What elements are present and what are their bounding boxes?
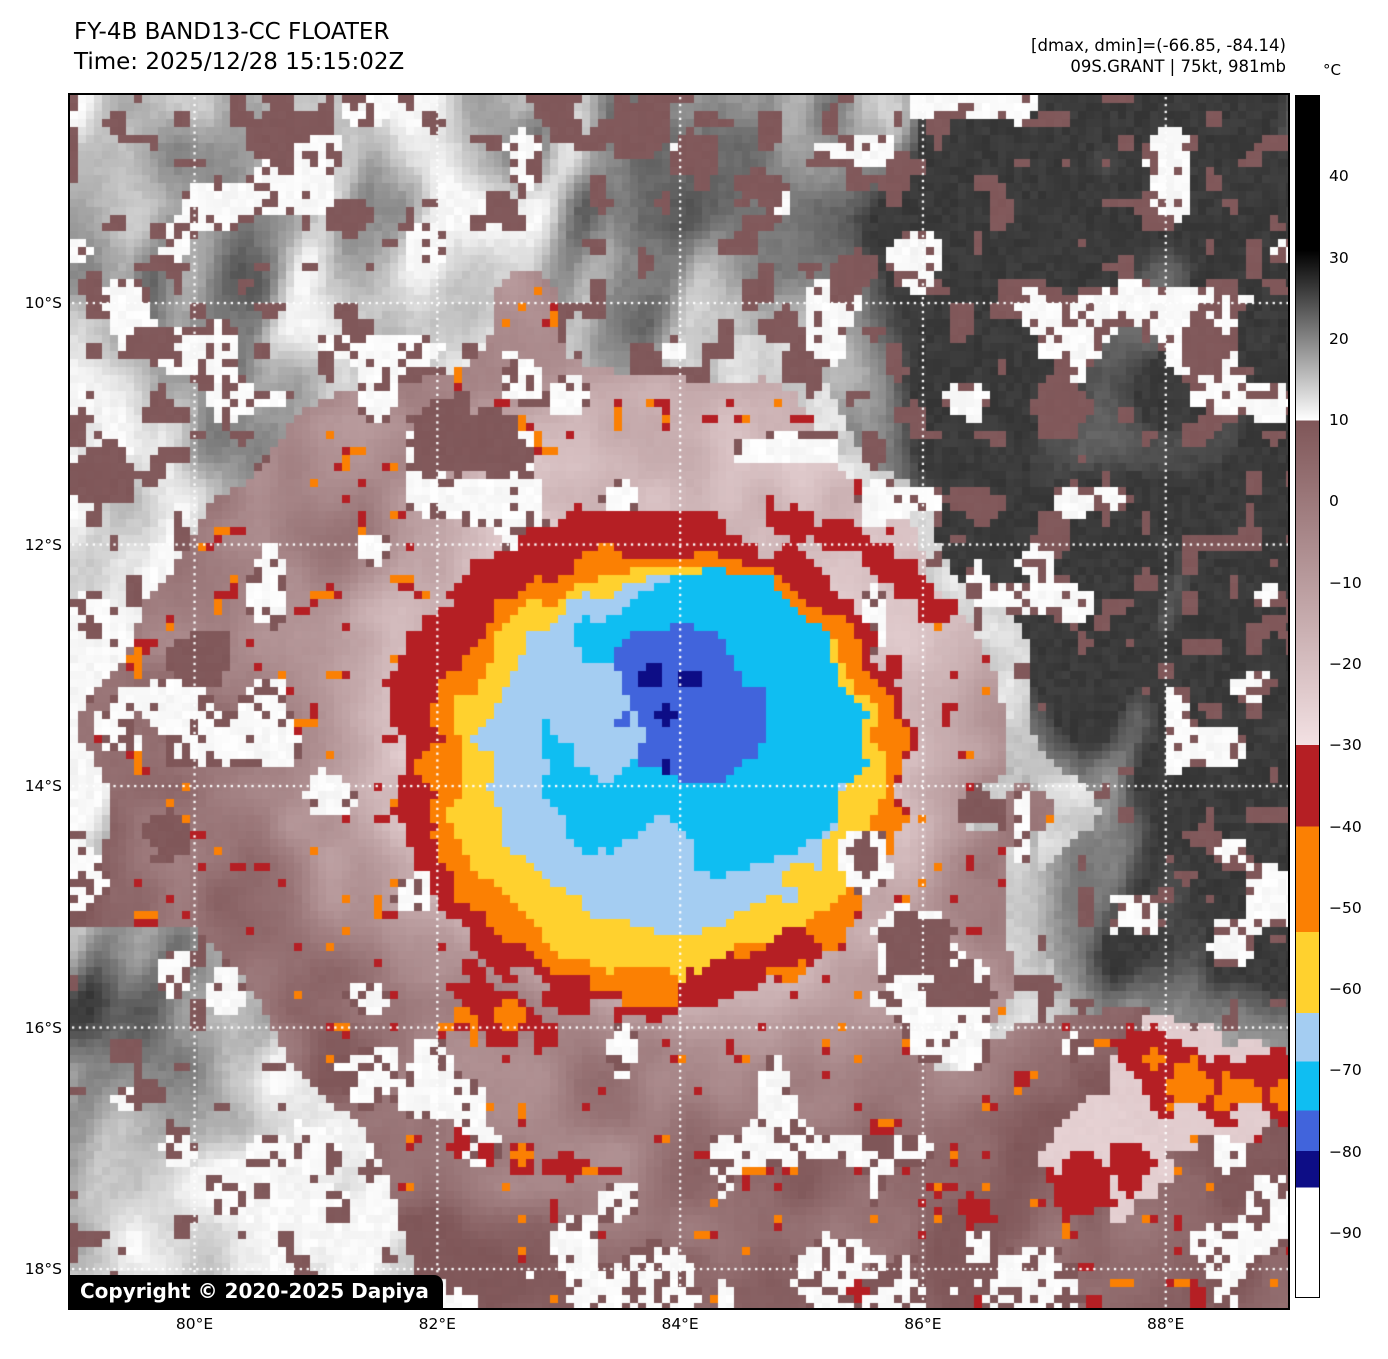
y-axis-tick-label: 12°S	[24, 535, 62, 554]
colorbar-unit-label: °C	[1323, 61, 1341, 79]
colorbar-tick-label: −90	[1329, 1223, 1362, 1242]
title-line2: Time: 2025/12/28 15:15:02Z	[74, 49, 405, 75]
x-axis-tick-label: 84°E	[661, 1315, 699, 1333]
info-storm-status: 09S.GRANT | 75kt, 981mb	[1070, 57, 1286, 76]
colorbar-tick-label: 20	[1329, 329, 1349, 348]
y-axis-tick-label: 14°S	[24, 777, 62, 795]
colorbar-tick-label: −50	[1329, 898, 1362, 917]
colorbar-tick-label: −70	[1329, 1061, 1362, 1080]
colorbar-tick-label: −80	[1329, 1142, 1362, 1161]
colorbar-tick-label: −20	[1329, 654, 1362, 673]
figure-info: [dmax, dmin]=(-66.85, -84.14) 09S.GRANT …	[1031, 35, 1286, 77]
colorbar-gradient	[1296, 96, 1319, 1297]
x-axis-tick-label: 86°E	[904, 1315, 942, 1333]
colorbar-tick-label: 40	[1329, 167, 1349, 186]
y-axis-tick-label: 18°S	[24, 1260, 62, 1278]
colorbar-tick-label: 10	[1329, 411, 1349, 430]
colorbar-tick-label: −40	[1329, 817, 1362, 836]
x-axis-tick-label: 88°E	[1147, 1315, 1185, 1333]
map-panel: Copyright © 2020-2025 Dapiya	[68, 93, 1290, 1310]
info-dmax-dmin: [dmax, dmin]=(-66.85, -84.14)	[1031, 36, 1286, 55]
colorbar	[1295, 95, 1320, 1298]
x-axis-tick-label: 82°E	[418, 1315, 456, 1333]
colorbar-tick-label: 0	[1329, 492, 1339, 511]
y-axis-tick-label: 16°S	[24, 1018, 62, 1037]
title-line1: FY-4B BAND13-CC FLOATER	[74, 19, 390, 45]
copyright-badge: Copyright © 2020-2025 Dapiya	[70, 1275, 443, 1308]
colorbar-tick-label: −60	[1329, 980, 1362, 999]
colorbar-tick-label: −30	[1329, 736, 1362, 755]
colorbar-tick-label: −10	[1329, 573, 1362, 592]
x-axis-tick-label: 80°E	[175, 1315, 214, 1333]
satellite-image	[70, 95, 1288, 1308]
colorbar-tick-label: 30	[1329, 248, 1349, 267]
y-axis-tick-label: 10°S	[24, 294, 62, 312]
figure-title: FY-4B BAND13-CC FLOATER Time: 2025/12/28…	[74, 17, 404, 77]
